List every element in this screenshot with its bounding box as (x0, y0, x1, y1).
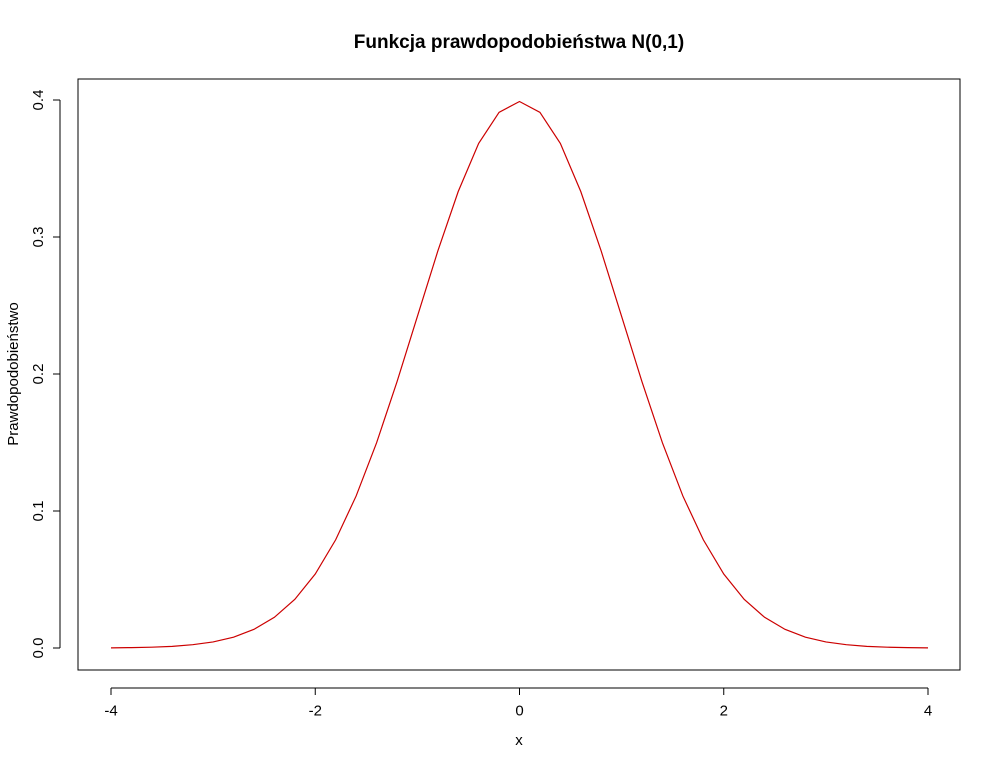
y-tick-label: 0.2 (30, 364, 47, 385)
y-tick-label: 0.1 (30, 501, 47, 522)
y-axis-label: Prawdopodobieństwo (5, 302, 22, 445)
x-tick-label: 4 (924, 702, 932, 719)
x-axis: -4 -2 0 2 4 (104, 687, 932, 719)
x-tick-label: -4 (104, 702, 117, 719)
y-tick-label: 0.0 (30, 638, 47, 659)
plot-frame (77, 78, 961, 671)
x-tick-label: 0 (515, 702, 523, 719)
y-tick-label: 0.4 (30, 90, 47, 111)
x-axis-label: x (515, 732, 523, 749)
y-axis: 0.0 0.1 0.2 0.3 0.4 (30, 90, 61, 659)
series-line (110, 100, 929, 649)
y-tick-label: 0.3 (30, 227, 47, 248)
x-tick-label: -2 (309, 702, 322, 719)
chart-title: Funkcja prawdopodobieństwa N(0,1) (354, 32, 684, 53)
x-tick-label: 2 (720, 702, 728, 719)
